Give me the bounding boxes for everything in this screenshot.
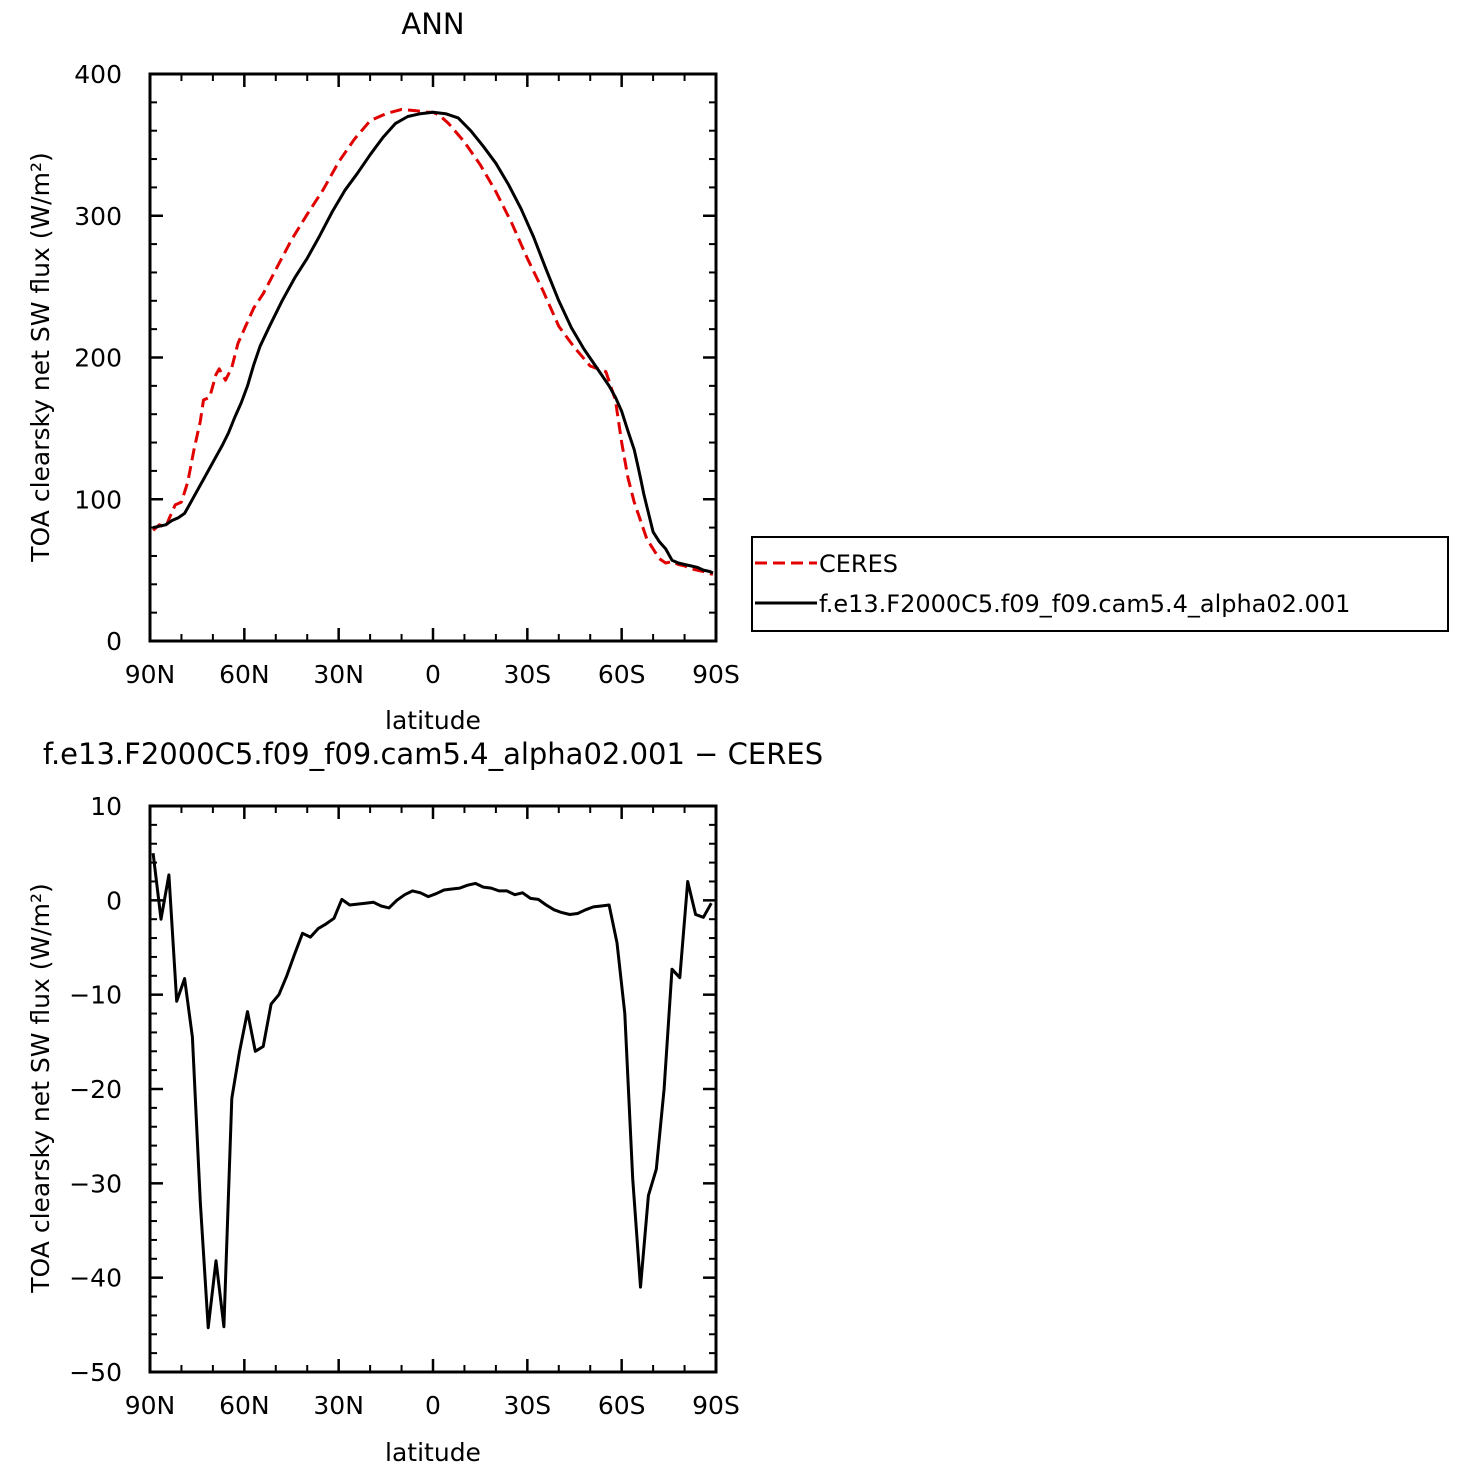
bottom-series: [151, 853, 713, 1330]
bottom-chart-title: f.e13.F2000C5.f09_f09.cam5.4_alpha02.001…: [43, 737, 823, 771]
legend-label-model: f.e13.F2000C5.f09_f09.cam5.4_alpha02.001: [819, 590, 1350, 618]
y-tick-label: −10: [69, 981, 122, 1010]
x-tick-label: 30N: [313, 1391, 364, 1420]
legend-box: [751, 536, 1449, 632]
top-chart-title: ANN: [401, 7, 464, 41]
bottom-y-axis-title: TOA clearsky net SW flux (W/m²): [26, 883, 55, 1293]
y-tick-label: 0: [106, 886, 122, 915]
x-tick-label: 60N: [219, 1391, 270, 1420]
x-tick-label: 30N: [313, 660, 364, 689]
y-tick-label: 0: [106, 627, 122, 656]
x-tick-label: 0: [425, 660, 441, 689]
top-series: [152, 107, 714, 576]
y-tick-label: 400: [74, 60, 122, 89]
y-tick-label: 300: [74, 202, 122, 231]
bottom-tick-labels: 90N 60N 30N 0 30S 60S 90S −50 −40 −30 −20 −10 0 10: [69, 792, 740, 1420]
top-x-axis-title: latitude: [385, 706, 481, 735]
x-tick-label: 60N: [219, 660, 270, 689]
top-series-line-1: [152, 110, 714, 575]
bottom-x-axis-title: latitude: [385, 1438, 481, 1467]
bottom-chart: f.e13.F2000C5.f09_f09.cam5.4_alpha02.001…: [26, 737, 823, 1467]
y-tick-label: 200: [74, 344, 122, 373]
y-tick-label: 10: [90, 792, 122, 821]
x-tick-label: 30S: [503, 1391, 551, 1420]
bottom-ticks: [148, 804, 718, 1374]
top-series-line-0: [152, 107, 714, 576]
top-tick-labels: 90N 60N 30N 0 30S 60S 90S 0 100 200 300 400: [74, 60, 740, 689]
x-tick-label: 30S: [503, 660, 551, 689]
y-tick-label: 100: [74, 485, 122, 514]
legend: CERES f.e13.F2000C5.f09_f09.cam5.4_alpha…: [751, 536, 1449, 632]
bottom-plot-frame: [148, 804, 718, 1374]
x-tick-label: 60S: [598, 660, 646, 689]
x-tick-label: 90S: [692, 660, 740, 689]
x-tick-label: 60S: [598, 1391, 646, 1420]
top-ticks: [148, 72, 718, 643]
x-tick-label: 90N: [125, 1391, 176, 1420]
y-tick-label: −20: [69, 1075, 122, 1104]
legend-label-ceres: CERES: [819, 550, 898, 578]
bottom-series-line-0: [151, 853, 713, 1330]
top-y-axis-title: TOA clearsky net SW flux (W/m²): [26, 152, 55, 562]
y-tick-label: −30: [69, 1169, 122, 1198]
top-chart: ANN 90N 60N 30N 0 30S 60S 90S 0 100 200 300 400 lat…: [26, 7, 740, 735]
x-tick-label: 90S: [692, 1391, 740, 1420]
x-tick-label: 90N: [125, 660, 176, 689]
x-tick-label: 0: [425, 1391, 441, 1420]
y-tick-label: −50: [69, 1358, 122, 1387]
y-tick-label: −40: [69, 1264, 122, 1293]
